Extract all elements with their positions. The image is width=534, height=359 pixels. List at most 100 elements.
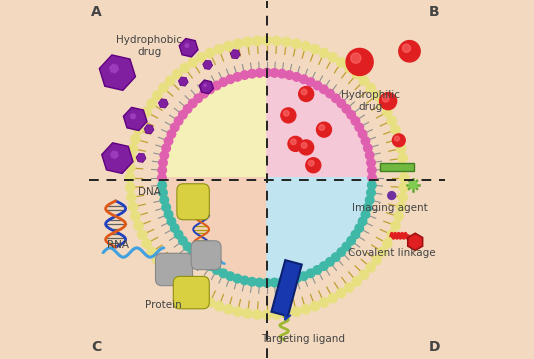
Circle shape <box>399 163 409 173</box>
Circle shape <box>278 69 286 78</box>
Circle shape <box>317 122 332 137</box>
Circle shape <box>174 117 183 125</box>
Circle shape <box>219 269 227 278</box>
Circle shape <box>319 298 328 307</box>
Circle shape <box>403 44 411 52</box>
Circle shape <box>160 196 169 204</box>
Circle shape <box>301 42 310 51</box>
Text: Hydrophobic
drug: Hydrophobic drug <box>116 35 183 57</box>
Circle shape <box>159 263 168 272</box>
FancyBboxPatch shape <box>155 253 193 286</box>
Circle shape <box>300 272 308 280</box>
Circle shape <box>167 217 176 226</box>
Circle shape <box>387 230 396 239</box>
Circle shape <box>194 253 202 261</box>
Text: DNA: DNA <box>138 187 161 197</box>
Circle shape <box>142 239 151 248</box>
Circle shape <box>153 91 162 100</box>
Circle shape <box>178 111 187 119</box>
Circle shape <box>159 188 167 197</box>
Circle shape <box>367 181 376 190</box>
Circle shape <box>219 78 227 87</box>
Circle shape <box>170 224 179 232</box>
Circle shape <box>336 289 346 298</box>
FancyBboxPatch shape <box>191 241 221 270</box>
Circle shape <box>270 69 279 77</box>
Circle shape <box>301 143 307 148</box>
Circle shape <box>367 158 375 167</box>
Circle shape <box>326 257 334 266</box>
Circle shape <box>213 266 221 274</box>
Circle shape <box>153 255 162 265</box>
Text: A: A <box>91 5 101 19</box>
Circle shape <box>233 73 242 81</box>
Circle shape <box>372 255 381 265</box>
Circle shape <box>128 202 138 211</box>
Circle shape <box>292 39 301 48</box>
Circle shape <box>342 242 351 251</box>
Circle shape <box>197 293 206 303</box>
Circle shape <box>215 45 224 54</box>
Circle shape <box>365 151 374 160</box>
Circle shape <box>158 173 166 182</box>
Circle shape <box>359 270 368 279</box>
Circle shape <box>337 248 345 256</box>
Circle shape <box>308 160 314 166</box>
Circle shape <box>253 36 262 46</box>
Circle shape <box>263 68 271 77</box>
Circle shape <box>310 302 319 311</box>
Circle shape <box>167 130 176 138</box>
Text: Protein: Protein <box>145 300 182 310</box>
Circle shape <box>188 289 198 298</box>
Circle shape <box>288 136 303 151</box>
Circle shape <box>188 58 198 67</box>
Circle shape <box>387 116 396 125</box>
Circle shape <box>398 154 407 163</box>
Circle shape <box>248 69 256 78</box>
Polygon shape <box>267 178 370 281</box>
Text: D: D <box>429 340 440 354</box>
Circle shape <box>355 224 364 232</box>
Circle shape <box>233 274 242 283</box>
Circle shape <box>200 257 208 266</box>
Circle shape <box>285 71 294 79</box>
Circle shape <box>347 111 356 119</box>
Circle shape <box>319 125 325 130</box>
Circle shape <box>336 58 346 67</box>
Circle shape <box>358 130 367 138</box>
Circle shape <box>284 111 289 116</box>
Circle shape <box>170 123 179 132</box>
Circle shape <box>394 212 403 221</box>
Circle shape <box>172 69 182 79</box>
Circle shape <box>233 39 242 48</box>
Circle shape <box>344 283 354 292</box>
Text: C: C <box>91 340 101 354</box>
Circle shape <box>326 89 334 98</box>
Circle shape <box>162 144 170 152</box>
Polygon shape <box>164 74 267 178</box>
Circle shape <box>131 212 140 221</box>
Circle shape <box>391 125 400 134</box>
Circle shape <box>180 283 190 292</box>
Circle shape <box>134 125 143 134</box>
Circle shape <box>364 203 372 211</box>
Circle shape <box>233 307 242 316</box>
Circle shape <box>383 239 392 248</box>
Circle shape <box>313 81 321 90</box>
Circle shape <box>159 158 167 167</box>
Circle shape <box>189 248 197 256</box>
Circle shape <box>138 230 147 239</box>
Circle shape <box>213 81 221 90</box>
Circle shape <box>262 36 272 45</box>
Circle shape <box>240 276 249 285</box>
Circle shape <box>166 270 175 279</box>
Circle shape <box>162 203 170 211</box>
Circle shape <box>224 42 233 51</box>
Circle shape <box>395 136 399 141</box>
Circle shape <box>128 144 138 153</box>
Circle shape <box>367 188 375 197</box>
Circle shape <box>310 45 319 54</box>
Circle shape <box>383 107 392 117</box>
Circle shape <box>255 69 264 77</box>
Circle shape <box>301 305 310 314</box>
